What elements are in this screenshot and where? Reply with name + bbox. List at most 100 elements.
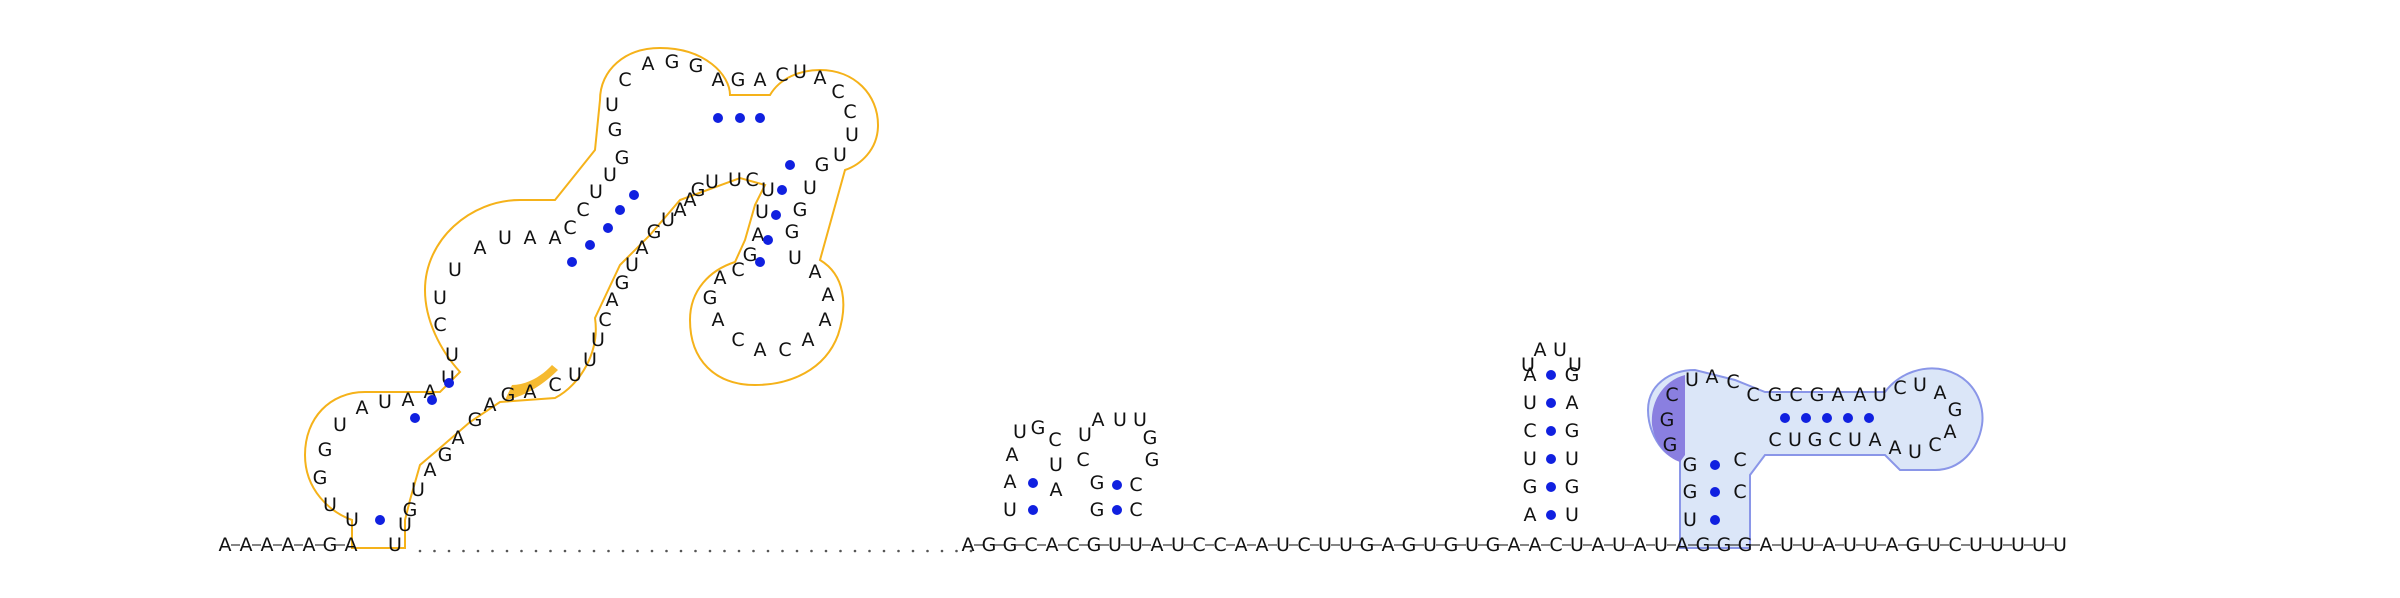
hairpin-1-nucleotide: A	[1006, 444, 1019, 466]
orange-domain-nucleotide: A	[754, 339, 767, 361]
blue-domain-nucleotide: A	[1934, 382, 1947, 404]
orange-domain-nucleotide: U	[788, 247, 802, 269]
sequence-nucleotide: U	[1780, 534, 1794, 556]
orange-domain-nucleotide: A	[809, 261, 822, 283]
hairpin-3-nucleotide: U	[1568, 354, 1582, 376]
unresolved-position-dot	[549, 549, 552, 553]
unresolved-position-dot	[694, 549, 697, 553]
orange-domain-nucleotide: A	[819, 309, 832, 331]
unresolved-position-dot	[418, 549, 422, 553]
sequence-nucleotide: U	[1801, 534, 1815, 556]
sequence-nucleotide: C	[1297, 534, 1310, 556]
unresolved-position-dot	[621, 549, 625, 553]
unresolved-position-dot	[534, 549, 538, 553]
hairpin-1-nucleotide: A	[1004, 471, 1017, 493]
orange-domain-nucleotide: A	[754, 69, 767, 91]
blue-domain-nucleotide: G	[1948, 399, 1963, 421]
blue-domain-nucleotide: G	[1683, 481, 1698, 503]
hairpin-1-nucleotide: G	[1031, 417, 1046, 439]
unresolved-position-dot	[650, 549, 654, 553]
orange-domain-nucleotide: C	[843, 101, 856, 123]
hairpin-3-pair-dot	[1546, 482, 1556, 492]
blue-domain-nucleotide: G	[1768, 384, 1783, 406]
unresolved-position-dot	[752, 549, 755, 553]
orange-domain-nucleotide: U	[445, 344, 459, 366]
orange-domain-nucleotide: G	[689, 55, 704, 77]
unresolved-position-dot	[766, 549, 770, 553]
unresolved-position-dot	[447, 549, 451, 553]
hairpin-2-nucleotide: U	[1113, 409, 1127, 431]
blue-domain-nucleotide: G	[1808, 429, 1823, 451]
orange-base-pair-dot	[771, 210, 781, 220]
orange-domain-nucleotide: C	[731, 259, 744, 281]
unresolved-position-dot	[853, 549, 857, 553]
orange-domain-nucleotide: A	[524, 227, 537, 249]
orange-domain-nucleotide: A	[402, 389, 415, 411]
blue-domain-nucleotide: U	[1788, 429, 1802, 451]
blue-base-pair-dot	[1710, 487, 1720, 497]
orange-domain-nucleotide: U	[568, 364, 582, 386]
orange-domain-outline	[303, 46, 880, 549]
unresolved-position-dot	[868, 549, 871, 553]
unresolved-position-dot	[911, 549, 915, 553]
blue-domain-nucleotide: C	[1726, 371, 1739, 393]
orange-domain-nucleotide: U	[591, 329, 605, 351]
sequence-nucleotide: G	[1696, 534, 1711, 556]
orange-base-pair-dot	[629, 190, 639, 200]
sequence-nucleotide: A	[1151, 534, 1164, 556]
sequence-nucleotide: G	[1003, 534, 1018, 556]
sequence-nucleotide: G	[1360, 534, 1375, 556]
unresolved-position-dot	[882, 549, 886, 553]
blue-base-pair-dot	[1710, 460, 1720, 470]
orange-base-pair-dot	[427, 395, 437, 405]
unresolved-position-dot	[592, 549, 596, 553]
five-prime-nucleotide: A	[282, 534, 295, 556]
blue-domain-nucleotide: U	[1685, 369, 1699, 391]
orange-domain-nucleotide: U	[728, 169, 742, 191]
sequence-nucleotide: A	[1046, 534, 1059, 556]
orange-domain-nucleotide: A	[752, 224, 765, 246]
hairpin-3-nucleotide: G	[1565, 476, 1580, 498]
unresolved-position-dot	[781, 549, 784, 553]
orange-base-pair-dot	[410, 413, 420, 423]
blue-domain-nucleotide: C	[1893, 377, 1906, 399]
hairpin-3-nucleotide: A	[1566, 392, 1579, 414]
hairpin-3-nucleotide: U	[1523, 448, 1537, 470]
orange-domain-nucleotide: G	[468, 409, 483, 431]
orange-domain-nucleotide: G	[608, 119, 623, 141]
sequence-nucleotide: G	[1486, 534, 1501, 556]
blue-domain-nucleotide: U	[1848, 429, 1862, 451]
orange-domain-nucleotide: A	[636, 237, 649, 259]
sequence-nucleotide: U	[1339, 534, 1353, 556]
orange-domain-nucleotide: U	[411, 479, 425, 501]
blue-domain-nucleotide: G	[1810, 384, 1825, 406]
unresolved-position-dot	[491, 549, 494, 553]
base-pair-dots	[375, 113, 1874, 525]
blue-domain-nucleotide: A	[1832, 384, 1845, 406]
orange-domain-nucleotide: A	[452, 427, 465, 449]
unresolved-position-dot	[737, 549, 741, 553]
sequence-nucleotide: C	[1549, 534, 1562, 556]
orange-domain-nucleotide: C	[433, 314, 446, 336]
sequence-nucleotide: A	[1823, 534, 1836, 556]
hairpin-3-pair-dot	[1546, 454, 1556, 464]
orange-domain-nucleotide: A	[424, 459, 437, 481]
orange-base-pair-dot	[777, 185, 787, 195]
orange-base-pair-dot	[375, 515, 385, 525]
sequence-nucleotide: A	[1676, 534, 1689, 556]
unresolved-position-dot	[636, 549, 639, 553]
unresolved-position-dot	[563, 549, 567, 553]
sequence-nucleotide: C	[1024, 534, 1037, 556]
orange-domain-nucleotide: A	[356, 397, 369, 419]
blue-domain-nucleotide: A	[1706, 366, 1719, 388]
sequence-nucleotide: G	[1717, 534, 1732, 556]
orange-domain-nucleotide: U	[705, 171, 719, 193]
orange-domain-nucleotide: A	[802, 329, 815, 351]
orange-domain-nucleotide: U	[589, 181, 603, 203]
orange-domain-nucleotide: C	[598, 309, 611, 331]
orange-domain-nucleotide: G	[793, 199, 808, 221]
orange-domain-nucleotide: G	[647, 221, 662, 243]
